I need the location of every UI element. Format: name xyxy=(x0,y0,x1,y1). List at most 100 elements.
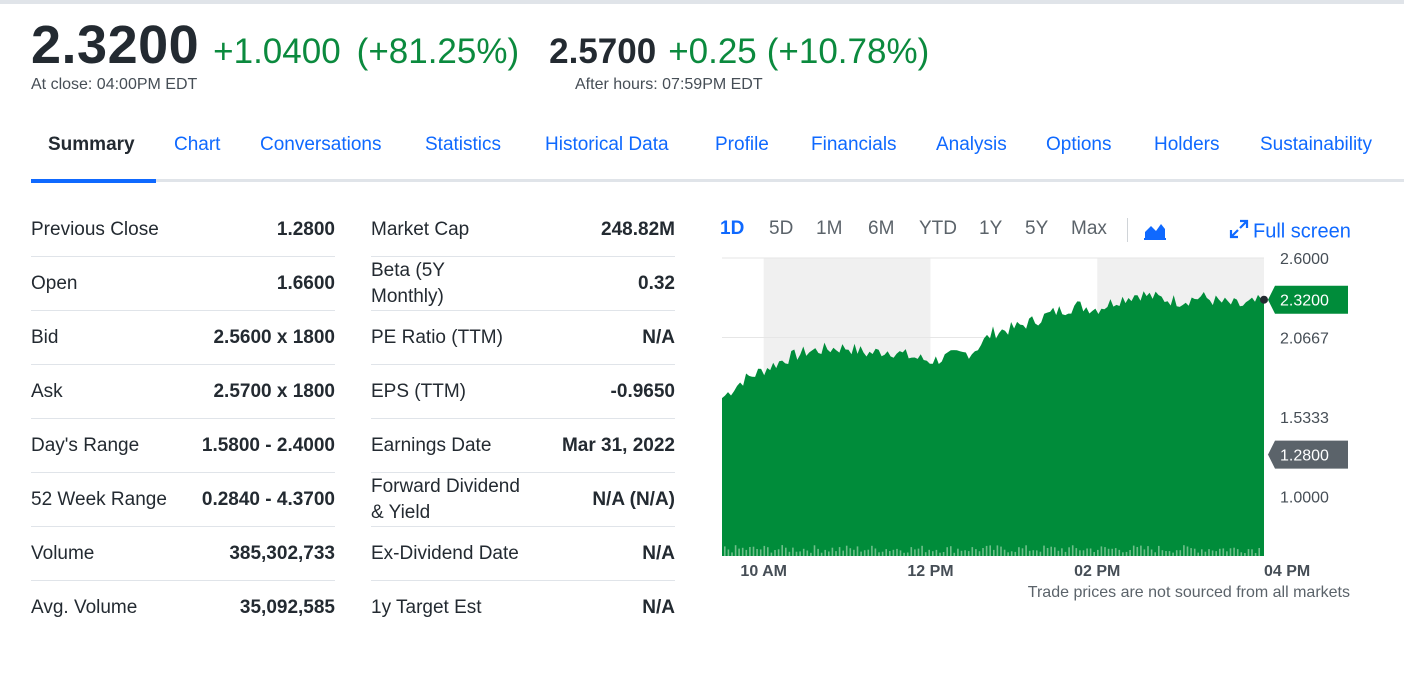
tab-chart[interactable]: Chart xyxy=(174,134,221,155)
tab-analysis[interactable]: Analysis xyxy=(936,134,1007,155)
volume-bar xyxy=(820,552,823,556)
volume-bar xyxy=(845,545,848,556)
stat-value: 248.82M xyxy=(601,218,675,240)
range-1m-button[interactable]: 1M xyxy=(816,218,843,239)
volume-bar xyxy=(774,550,776,556)
price-area xyxy=(722,291,1264,556)
stat-value: N/A xyxy=(642,326,675,348)
tabs-divider xyxy=(31,179,1404,182)
table-row: Avg. Volume 35,092,585 xyxy=(31,581,335,635)
volume-bar xyxy=(874,548,877,556)
stat-label: Beta (5Y Monthly) xyxy=(371,259,445,307)
volume-bar xyxy=(863,550,866,556)
table-row: PE Ratio (TTM) N/A xyxy=(371,311,675,365)
volume-bar xyxy=(1086,548,1088,556)
volume-bar xyxy=(738,548,740,556)
range-1y-button[interactable]: 1Y xyxy=(979,218,1003,239)
price-chart[interactable]: 2.6000 2.0667 1.5333 1.0000 1.2800 2.3200 10 A… xyxy=(718,250,1358,585)
after-hours-time-label: After hours: 07:59PM EDT xyxy=(575,76,763,93)
stat-label: Day's Range xyxy=(31,434,140,456)
tab-options[interactable]: Options xyxy=(1046,134,1112,155)
stat-label: 1y Target Est xyxy=(371,597,482,618)
range-divider xyxy=(1127,218,1128,242)
volume-bar xyxy=(802,548,805,556)
volume-bar xyxy=(1132,545,1135,556)
volume-bar xyxy=(781,545,783,556)
tab-sustainability[interactable]: Sustainability xyxy=(1260,134,1372,155)
volume-bar xyxy=(770,552,773,556)
volume-bar xyxy=(1114,548,1117,556)
volume-bar xyxy=(1064,551,1067,556)
last-price-marker xyxy=(1260,295,1268,304)
volume-bar xyxy=(928,549,930,556)
stat-label: Ask xyxy=(31,380,63,402)
x-tick-label: 10 AM xyxy=(740,563,787,580)
tab-summary[interactable]: Summary xyxy=(48,134,135,155)
stat-label: 52 Week Range xyxy=(31,488,167,510)
volume-bar xyxy=(810,552,812,556)
volume-bar xyxy=(1093,552,1095,556)
volume-bar xyxy=(942,552,945,556)
volume-bar xyxy=(1107,548,1110,556)
volume-bar xyxy=(1168,551,1171,556)
y-tick-label: 2.0667 xyxy=(1280,330,1329,347)
table-row: EPS (TTM) -0.9650 xyxy=(371,365,675,419)
volume-bar xyxy=(917,548,920,556)
tab-profile[interactable]: Profile xyxy=(715,134,769,155)
volume-bar xyxy=(1236,549,1239,556)
range-max-button[interactable]: Max xyxy=(1071,218,1107,239)
summary-table-right: Market Cap 248.82M Beta (5Y Monthly) 0.32 … xyxy=(371,203,675,635)
volume-bar xyxy=(777,549,780,556)
volume-bar xyxy=(799,551,801,556)
volume-bar xyxy=(924,552,927,556)
volume-bar xyxy=(817,548,819,556)
top-border xyxy=(0,0,1404,4)
tab-conversations[interactable]: Conversations xyxy=(260,134,382,155)
volume-bar xyxy=(1111,548,1113,556)
tab-historical-data[interactable]: Historical Data xyxy=(545,134,669,155)
volume-bar xyxy=(960,550,963,556)
volume-bar xyxy=(989,545,991,556)
tab-financials[interactable]: Financials xyxy=(811,134,897,155)
volume-bar xyxy=(885,549,887,556)
volume-bar xyxy=(1179,550,1182,556)
range-5y-button[interactable]: 5Y xyxy=(1025,218,1049,239)
range-5d-button[interactable]: 5D xyxy=(769,218,794,239)
volume-bar xyxy=(1175,550,1178,556)
table-row: Bid 2.5600 x 1800 xyxy=(31,311,335,365)
volume-bar xyxy=(1021,548,1024,556)
last-price: 2.3200 xyxy=(31,15,200,75)
mountain-chart-icon[interactable] xyxy=(1143,219,1167,247)
volume-bar xyxy=(1208,549,1210,556)
volume-bar xyxy=(813,545,816,556)
volume-bar xyxy=(1229,548,1232,556)
volume-bar xyxy=(792,547,794,556)
volume-bar xyxy=(1068,547,1070,556)
volume-bar xyxy=(1154,552,1156,556)
range-1d-button[interactable]: 1D xyxy=(720,218,745,239)
volume-bar xyxy=(1201,549,1203,556)
expand-arrows-icon xyxy=(1229,219,1249,245)
volume-bar xyxy=(1172,552,1174,556)
volume-bar xyxy=(1197,552,1199,556)
volume-bar xyxy=(1233,547,1235,556)
volume-bar xyxy=(838,547,841,556)
volume-bar xyxy=(1082,550,1085,556)
tab-statistics[interactable]: Statistics xyxy=(425,134,502,155)
volume-bar xyxy=(860,551,862,556)
volume-bar xyxy=(759,549,762,556)
x-tick-label: 02 PM xyxy=(1074,563,1120,580)
volume-bar xyxy=(1097,549,1099,556)
volume-bar xyxy=(1147,546,1149,556)
volume-bar xyxy=(1057,550,1060,556)
range-ytd-button[interactable]: YTD xyxy=(919,218,957,239)
tab-holders[interactable]: Holders xyxy=(1154,134,1220,155)
volume-bar xyxy=(939,552,941,556)
stat-label: Previous Close xyxy=(31,218,159,240)
range-6m-button[interactable]: 6M xyxy=(868,218,895,239)
fullscreen-button[interactable]: Full screen xyxy=(1229,219,1351,245)
stat-value: N/A xyxy=(642,597,675,618)
volume-bar xyxy=(932,551,934,556)
stat-value: 1.2800 xyxy=(276,218,335,240)
table-row: Volume 385,302,733 xyxy=(31,527,335,581)
